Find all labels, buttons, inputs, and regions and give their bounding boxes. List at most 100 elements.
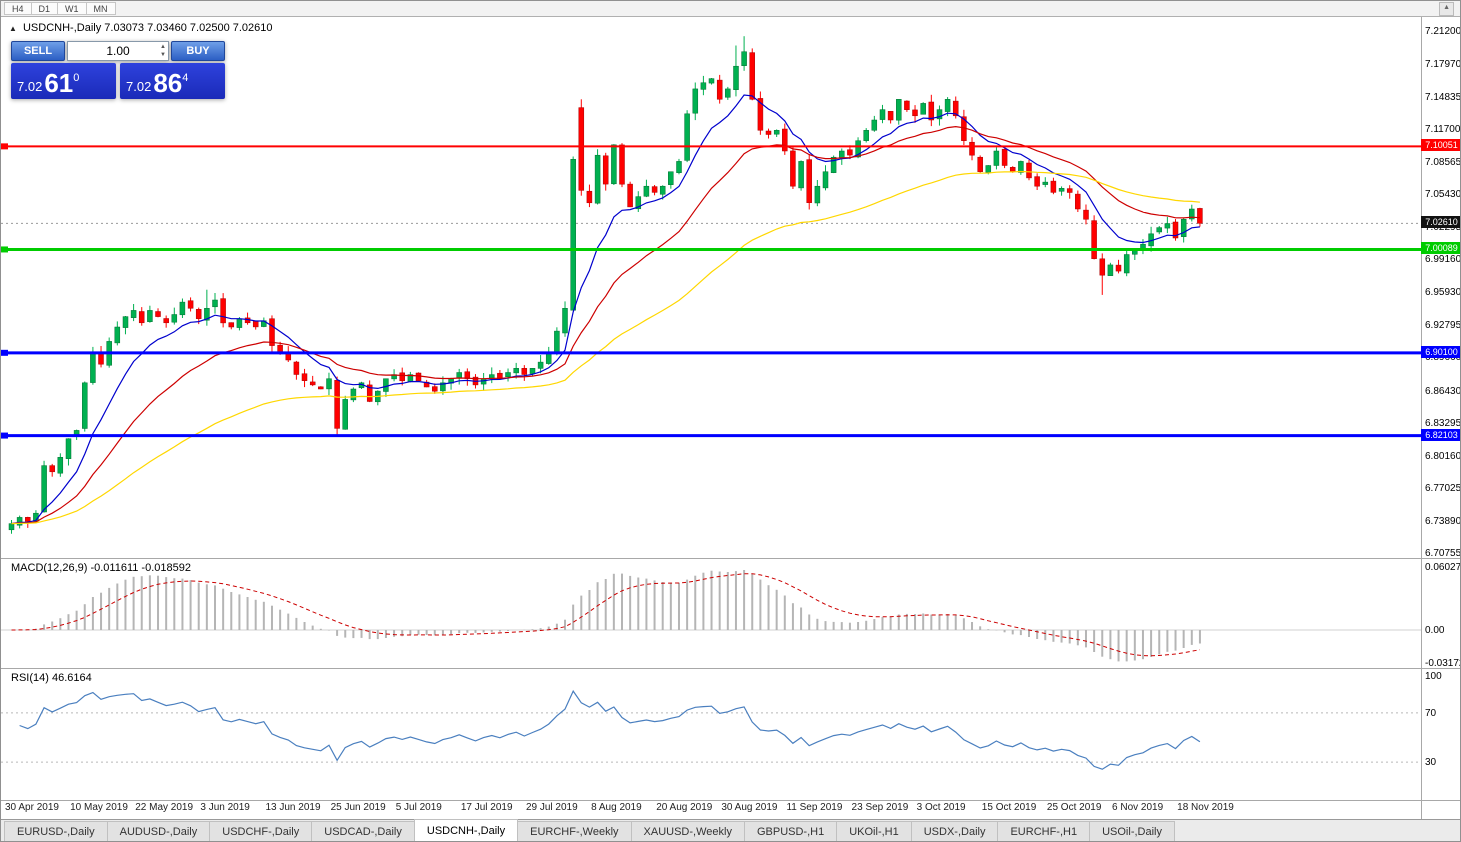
volume-spinner-arrows[interactable]: ▲ ▼ (160, 43, 166, 59)
price-axis-tick: 6.80160 (1425, 450, 1461, 462)
chart-tab-usdchf-daily[interactable]: USDCHF-,Daily (209, 821, 313, 841)
price-axis-tick: 6.73890 (1425, 515, 1461, 527)
sell-button[interactable]: SELL (11, 41, 65, 61)
timeframe-mn-button[interactable]: MN (85, 2, 116, 15)
chart-tab-usdcad-daily[interactable]: USDCAD-,Daily (311, 821, 415, 841)
date-axis-separator (1, 800, 1460, 801)
price-line-label: 6.82103 (1421, 428, 1460, 441)
macd-axis-tick: -0.03172 (1425, 658, 1461, 670)
date-axis-label: 30 Apr 2019 (5, 802, 59, 813)
sell-price-pips: 61 (44, 68, 74, 98)
price-line-label: 7.10051 (1421, 139, 1460, 152)
line-left-handle[interactable] (1, 143, 8, 150)
chart-symbol-label: USDCNH-,Daily (22, 22, 102, 34)
buy-price-base: 7.02 (126, 79, 152, 94)
collapse-triangle-icon[interactable]: ▲ (9, 24, 17, 33)
rsi-indicator-panel[interactable] (1, 668, 1421, 800)
macd-axis-tick: 0.06027 (1425, 562, 1461, 574)
price-axis-tick: 6.70755 (1425, 548, 1461, 559)
price-axis-tick: 7.05430 (1425, 189, 1461, 201)
candlestick-series (8, 36, 1203, 534)
macd-histogram (18, 570, 1201, 662)
macd-axis-tick: 0.00 (1425, 625, 1445, 636)
rsi-label: RSI(14) 46.6164 (11, 672, 92, 684)
date-axis-label: 25 Jun 2019 (330, 802, 386, 813)
price-axis-tick: 7.08565 (1425, 156, 1461, 168)
buy-price-button[interactable]: 7.02 86 4 (120, 63, 225, 99)
price-axis-tick: 6.92795 (1425, 319, 1461, 331)
price-axis-tick: 6.95930 (1425, 287, 1461, 299)
date-axis-label: 23 Sep 2019 (851, 802, 909, 813)
rsi-panel-separator[interactable] (1, 668, 1460, 669)
date-axis-label: 22 May 2019 (135, 802, 194, 813)
macd-panel-separator[interactable] (1, 558, 1460, 559)
date-axis-label: 17 Jul 2019 (460, 802, 513, 813)
chart-ohlc-values: 7.03073 7.03460 7.02500 7.02610 (104, 22, 273, 34)
chart-tab-bar: EURUSD-,Daily AUDUSD-,Daily USDCHF-,Daily U… (1, 819, 1460, 841)
macd-label: MACD(12,26,9) -0.011611 -0.018592 (11, 562, 191, 574)
buy-price-point: 4 (182, 72, 189, 84)
rsi-axis-tick: 100 (1425, 671, 1442, 682)
chart-tab-usdx-daily[interactable]: USDX-,Daily (910, 821, 999, 841)
date-axis-label: 6 Nov 2019 (1112, 802, 1164, 813)
main-price-chart[interactable] (1, 17, 1421, 558)
sell-price-point: 0 (73, 72, 80, 84)
spin-down-icon[interactable]: ▼ (160, 52, 166, 58)
date-axis-label: 29 Jul 2019 (525, 802, 578, 813)
price-line-label: 7.00089 (1421, 242, 1460, 255)
chart-tab-xauusd-weekly[interactable]: XAUUSD-,Weekly (630, 821, 745, 841)
chart-tab-audusd-daily[interactable]: AUDUSD-,Daily (106, 821, 211, 841)
macd-indicator-panel[interactable] (1, 558, 1421, 668)
timeframe-toolbar: H4 D1 W1 MN ▲ (1, 1, 1460, 17)
chart-tab-eurchf-h1[interactable]: EURCHF-,H1 (997, 821, 1091, 841)
price-axis-tick: 7.17970 (1425, 59, 1461, 71)
current-price-label: 7.02610 (1421, 216, 1460, 229)
volume-input[interactable]: 1.00 ▲ ▼ (67, 41, 169, 61)
volume-value: 1.00 (106, 44, 130, 58)
date-axis-label: 3 Jun 2019 (200, 802, 250, 813)
price-axis-tick: 6.89660 (1425, 352, 1461, 364)
rsi-line (19, 689, 1201, 770)
chart-tab-gbpusd-h1[interactable]: GBPUSD-,H1 (743, 821, 838, 841)
spin-up-icon[interactable]: ▲ (160, 44, 166, 50)
scroll-up-button[interactable]: ▲ (1439, 1, 1454, 16)
date-axis-label: 8 Aug 2019 (591, 802, 642, 813)
price-line-label: 6.90100 (1421, 345, 1460, 358)
date-axis-label: 10 May 2019 (70, 802, 128, 813)
line-left-handle[interactable] (1, 246, 8, 253)
date-axis-label: 15 Oct 2019 (981, 802, 1037, 813)
price-axis-separator (1421, 17, 1422, 819)
date-axis-label: 30 Aug 2019 (721, 802, 778, 813)
rsi-axis-tick: 30 (1425, 757, 1437, 769)
date-axis-label: 20 Aug 2019 (656, 802, 713, 813)
price-axis-tick: 6.83295 (1425, 418, 1461, 430)
timeframe-w1-button[interactable]: W1 (57, 2, 87, 15)
chart-tab-usoil-daily[interactable]: USOil-,Daily (1089, 821, 1175, 841)
chart-tab-ukoil-h1[interactable]: UKOil-,H1 (836, 821, 912, 841)
date-axis-label: 3 Oct 2019 (916, 802, 966, 813)
date-axis-label: 13 Jun 2019 (265, 802, 321, 813)
price-axis-tick: 7.21200 (1425, 26, 1461, 37)
chart-tab-usdcnh-daily[interactable]: USDCNH-,Daily (413, 819, 519, 841)
price-axis-tick: 6.99160 (1425, 254, 1461, 266)
chart-title: ▲ USDCNH-,Daily 7.03073 7.03460 7.02500 … (9, 22, 273, 34)
date-axis-label: 25 Oct 2019 (1046, 802, 1102, 813)
price-axis-tick: 7.14835 (1425, 91, 1461, 103)
sell-price-base: 7.02 (17, 79, 43, 94)
date-axis-label: 11 Sep 2019 (786, 802, 843, 813)
rsi-axis-tick: 70 (1425, 707, 1437, 719)
price-axis-tick: 7.11700 (1425, 124, 1461, 136)
timeframe-d1-button[interactable]: D1 (30, 2, 59, 15)
date-axis-label: 18 Nov 2019 (1177, 802, 1234, 813)
chart-tab-eurusd-daily[interactable]: EURUSD-,Daily (4, 821, 108, 841)
buy-price-pips: 86 (153, 68, 183, 98)
macd-signal-line (11, 573, 1200, 657)
buy-button[interactable]: BUY (171, 41, 225, 61)
price-axis-tick: 6.86430 (1425, 385, 1461, 397)
line-left-handle[interactable] (1, 349, 8, 356)
chart-tab-eurchf-weekly[interactable]: EURCHF-,Weekly (517, 821, 632, 841)
timeframe-h4-button[interactable]: H4 (4, 2, 32, 15)
sell-price-button[interactable]: 7.02 61 0 (11, 63, 116, 99)
line-left-handle[interactable] (1, 432, 8, 439)
